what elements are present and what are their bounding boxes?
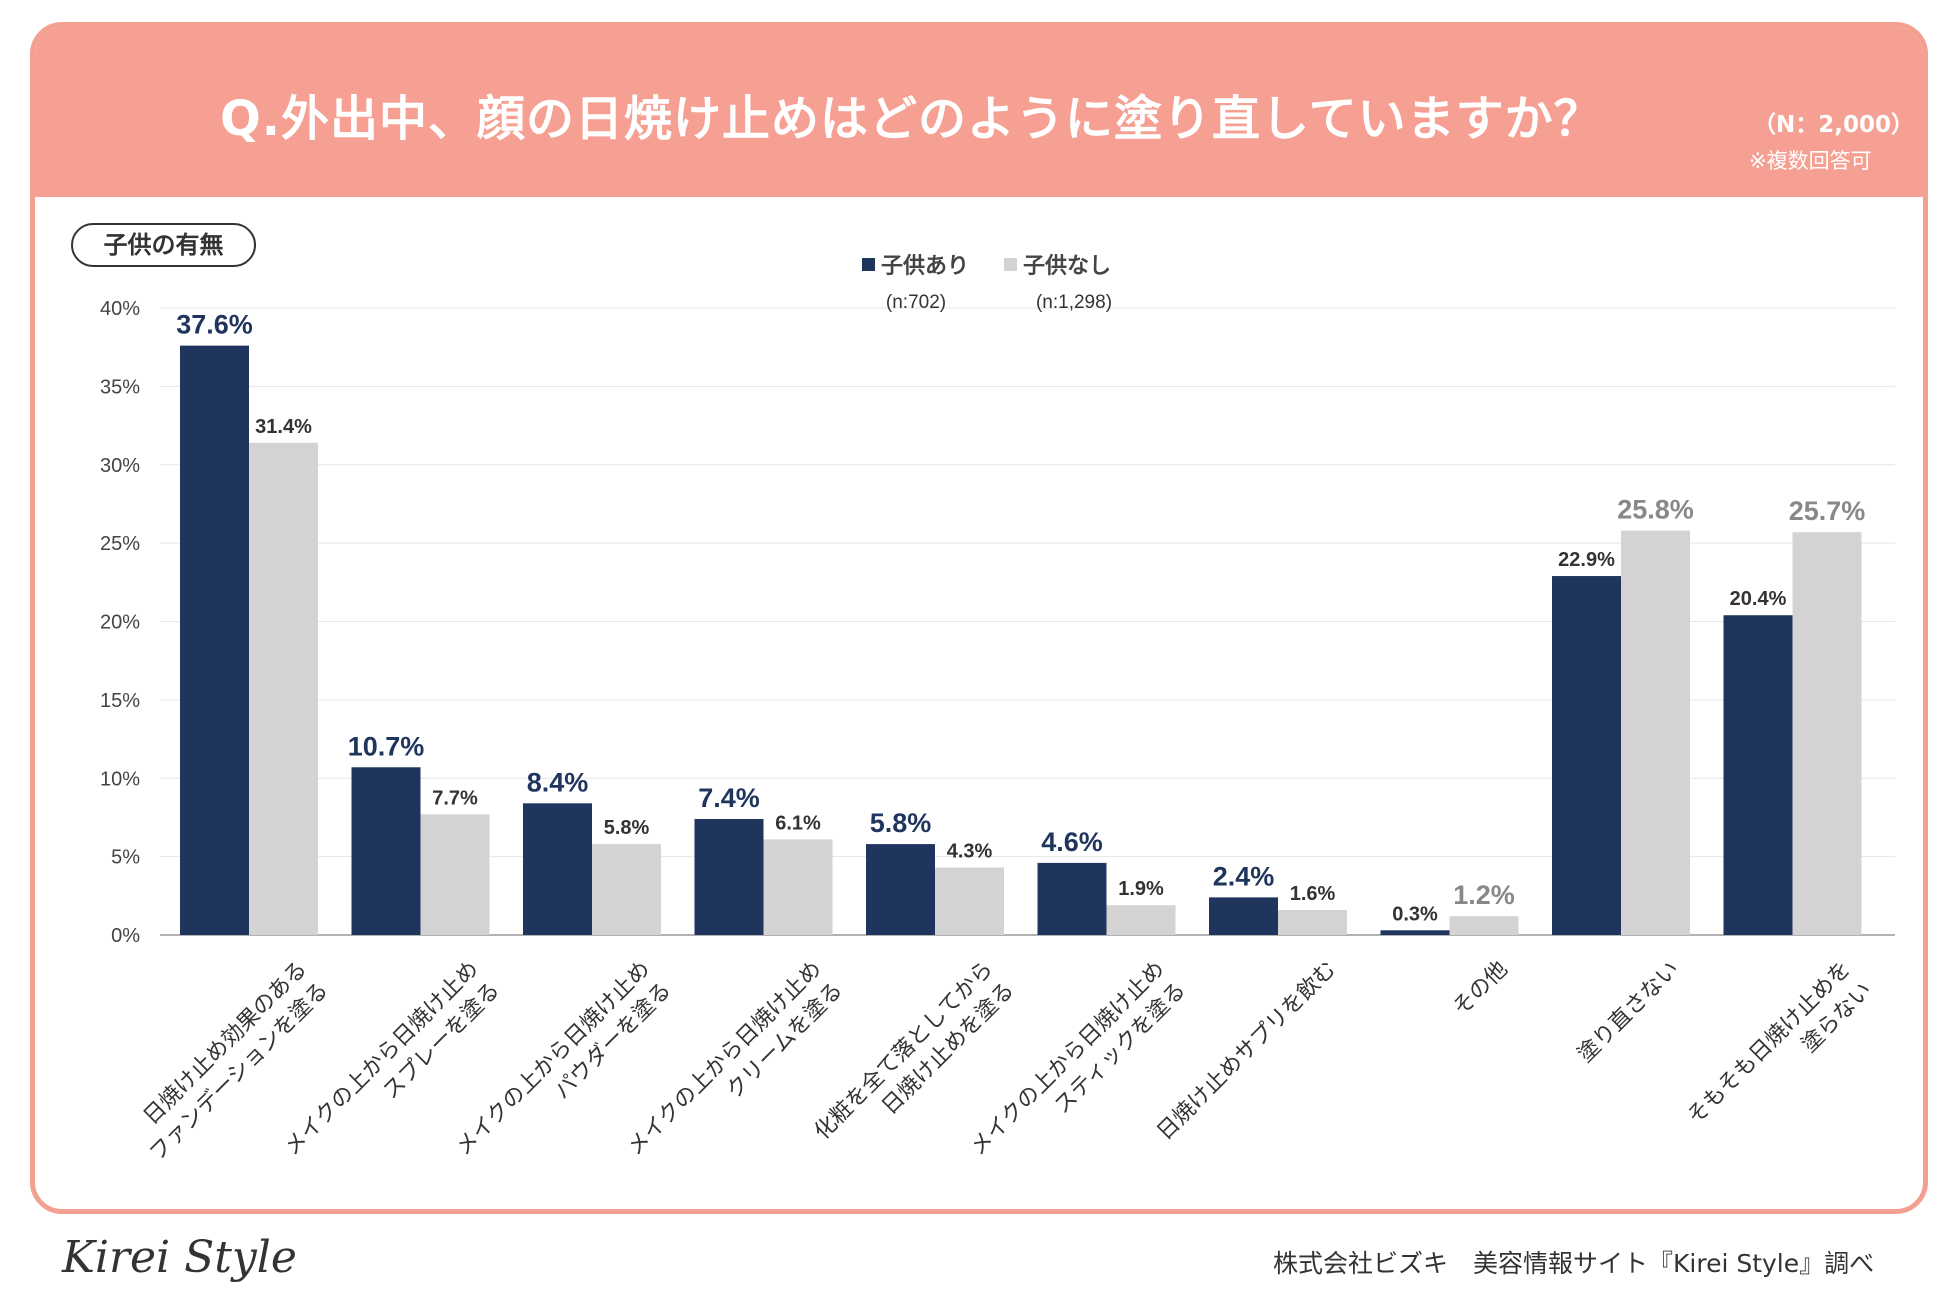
data-label: 20.4%: [1730, 588, 1787, 610]
filter-pill: 子供の有無: [71, 223, 256, 267]
data-label: 22.9%: [1558, 549, 1615, 571]
multiple-answer-note: ※複数回答可: [1749, 149, 1872, 173]
data-label: 1.9%: [1118, 878, 1164, 900]
data-label: 4.6%: [1041, 827, 1103, 857]
data-label: 0.3%: [1392, 903, 1438, 925]
bar: [694, 819, 764, 935]
bar: [1621, 530, 1690, 935]
sample-size-label: （N：2,000）: [1753, 112, 1914, 138]
data-label: 1.6%: [1290, 883, 1336, 905]
bar: [866, 844, 935, 935]
data-label: 5.8%: [604, 817, 650, 839]
bar: [523, 803, 592, 935]
category-label: そもそも日焼け止めを塗らない: [1683, 957, 1877, 1151]
data-label: 1.2%: [1453, 880, 1515, 910]
bar: [351, 767, 421, 935]
bar: [1723, 615, 1793, 935]
legend-sample-size: (n:1,298): [1036, 292, 1112, 313]
legend-label: 子供あり: [881, 253, 969, 279]
bar: [1380, 930, 1450, 935]
bar: [1106, 905, 1176, 935]
y-tick-label: 5%: [111, 847, 140, 869]
bar: [592, 844, 661, 935]
page-title: Q.外出中、顔の日焼け止めはどのように塗り直していますか？: [220, 91, 1603, 147]
bar: [1792, 532, 1862, 935]
y-tick-label: 30%: [100, 455, 140, 477]
footer-credit: 株式会社ビズキ 美容情報サイト『Kirei Style』調べ: [1273, 1249, 1875, 1278]
bar: [1209, 897, 1278, 935]
bar: [1278, 909, 1347, 935]
category-label: 塗り直さない: [1573, 957, 1684, 1068]
brand-logo: Kirei Style: [62, 1232, 297, 1283]
legend-label: 子供なし: [1023, 253, 1111, 279]
y-tick-label: 40%: [100, 298, 140, 320]
data-label: 7.7%: [432, 787, 478, 809]
data-label: 10.7%: [348, 731, 425, 761]
legend-sample-size: (n:702): [886, 292, 946, 313]
data-label: 7.4%: [698, 783, 760, 813]
y-tick-label: 25%: [100, 533, 140, 555]
bar: [763, 839, 833, 935]
legend-swatch: [862, 258, 875, 271]
bar: [180, 345, 249, 935]
data-label: 6.1%: [775, 812, 821, 834]
category-label: 日焼け止めサプリを飲む: [1152, 957, 1341, 1146]
bar: [1449, 916, 1519, 935]
data-label: 5.8%: [870, 808, 932, 838]
data-label: 25.7%: [1789, 496, 1866, 526]
header-banner: Q.外出中、顔の日焼け止めはどのように塗り直していますか？ （N：2,000） …: [35, 27, 1923, 197]
bar: [1037, 862, 1107, 935]
data-label: 37.6%: [176, 310, 253, 340]
data-label: 8.4%: [527, 767, 589, 797]
legend-swatch: [1004, 258, 1017, 271]
y-tick-label: 20%: [100, 612, 140, 634]
y-tick-label: 15%: [100, 690, 140, 712]
data-label: 4.3%: [947, 841, 993, 863]
y-tick-label: 35%: [100, 376, 140, 398]
data-label: 25.8%: [1617, 495, 1694, 525]
data-label: 31.4%: [255, 416, 312, 438]
category-label: その他: [1448, 957, 1512, 1021]
y-tick-label: 10%: [100, 768, 140, 790]
bar: [935, 867, 1004, 935]
y-tick-label: 0%: [111, 925, 140, 947]
data-label: 2.4%: [1213, 861, 1275, 891]
bar: [249, 442, 318, 935]
bar: [1552, 576, 1621, 935]
bar: [420, 814, 490, 935]
